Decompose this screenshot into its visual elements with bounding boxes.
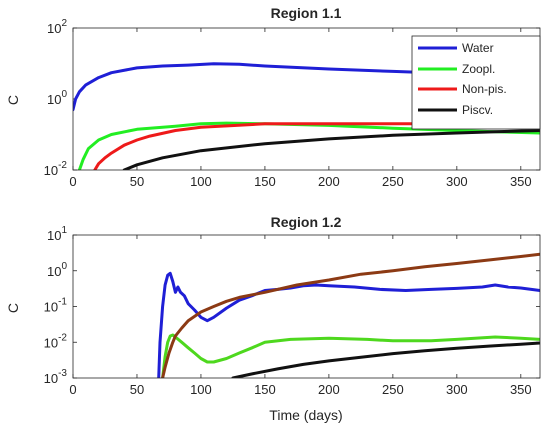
x-tick-label: 350 — [510, 382, 532, 397]
x-tick-label: 250 — [382, 382, 404, 397]
legend-entry-piscv: Piscv. — [418, 103, 493, 117]
x-tick: 300 — [446, 28, 468, 189]
plot-frame — [72, 234, 541, 379]
legend-label-non-pis: Non-pis. — [462, 82, 507, 96]
y-tick-label: 101 — [47, 225, 67, 243]
series-group — [157, 252, 540, 378]
x-tick: 300 — [446, 235, 468, 397]
panel-title: Region 1.2 — [271, 214, 342, 230]
series-line-zoopl — [161, 333, 540, 378]
y-axis-label: C — [5, 303, 21, 313]
series-line-non-pis — [161, 252, 540, 378]
x-tick: 150 — [254, 235, 276, 397]
panel-title: Region 1.1 — [271, 5, 342, 21]
y-tick: 100 — [47, 261, 540, 279]
x-tick: 350 — [510, 28, 532, 189]
x-tick-label: 0 — [69, 174, 76, 189]
x-tick-label: 0 — [69, 382, 76, 397]
legend-entry-non-pis: Non-pis. — [418, 82, 507, 96]
legend-box — [411, 35, 541, 130]
x-tick: 350 — [510, 235, 532, 397]
y-tick-label: 10-3 — [44, 368, 68, 386]
x-tick-label: 100 — [190, 382, 212, 397]
x-tick-label: 150 — [254, 382, 276, 397]
legend-entry-zoopl: Zoopl. — [418, 62, 495, 76]
y-tick: 10-1 — [44, 297, 540, 315]
x-tick-label: 200 — [318, 382, 340, 397]
y-tick-label: 100 — [47, 261, 67, 279]
x-axis-label: Time (days) — [269, 407, 342, 423]
x-tick: 250 — [382, 235, 404, 397]
series-line-piscv — [122, 129, 540, 170]
y-tick-label: 102 — [47, 18, 67, 36]
series-line-piscv — [231, 341, 540, 378]
legend-label-water: Water — [462, 41, 494, 55]
y-tick-label: 10-2 — [44, 160, 68, 178]
y-tick: 10-2 — [44, 332, 540, 350]
legend-label-zoopl: Zoopl. — [462, 62, 495, 76]
legend-entry-water: Water — [418, 41, 494, 55]
series-line-zoopl — [77, 121, 540, 170]
legend: Water Zoopl. Non-pis. Piscv. — [411, 35, 541, 130]
legend-label-piscv: Piscv. — [462, 103, 493, 117]
x-tick-label: 100 — [190, 174, 212, 189]
x-tick: 250 — [382, 28, 404, 189]
series-line-water — [157, 271, 540, 378]
x-tick-label: 200 — [318, 174, 340, 189]
x-tick: 200 — [318, 28, 340, 189]
x-tick: 150 — [254, 28, 276, 189]
x-tick-label: 250 — [382, 174, 404, 189]
x-tick-label: 300 — [446, 174, 468, 189]
plot-area — [73, 235, 540, 378]
y-tick-label: 10-1 — [44, 297, 68, 315]
x-tick: 100 — [190, 28, 212, 189]
x-tick-label: 50 — [130, 382, 144, 397]
x-tick-label: 50 — [130, 174, 144, 189]
x-tick: 50 — [130, 235, 144, 397]
x-tick-label: 300 — [446, 382, 468, 397]
x-tick-label: 350 — [510, 174, 532, 189]
y-tick-label: 10-2 — [44, 332, 68, 350]
panel-region-1-2: Region 1.2 C 0 50 100 150 200 250 300 350 10-3 10… — [5, 214, 541, 423]
x-tick-label: 150 — [254, 174, 276, 189]
panel-region-1-1: Region 1.1 C 0 50 100 150 200 250 300 350 10-2 10… — [5, 5, 541, 189]
y-tick-label: 100 — [47, 89, 67, 107]
x-tick: 200 — [318, 235, 340, 397]
x-tick: 100 — [190, 235, 212, 397]
y-axis-label: C — [5, 95, 21, 105]
x-tick: 50 — [130, 28, 144, 189]
